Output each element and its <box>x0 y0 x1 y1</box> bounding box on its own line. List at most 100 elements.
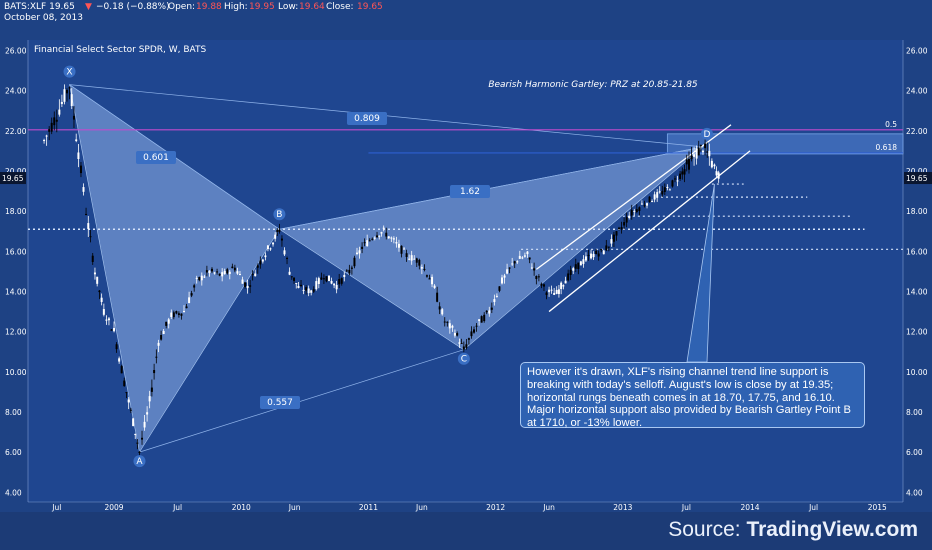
analysis-annotation: However it's drawn, XLF's rising channel… <box>520 362 865 429</box>
candle-body <box>387 236 390 239</box>
candle-body <box>503 275 506 278</box>
point-label-b: B <box>276 210 282 220</box>
candle-body <box>506 269 509 274</box>
candle-body <box>129 409 132 411</box>
candle-body <box>373 237 376 239</box>
candle-body <box>480 316 483 323</box>
candle-body <box>485 310 488 313</box>
x-tick-label: 2010 <box>232 503 251 512</box>
candle-body <box>433 285 436 288</box>
candle-body <box>350 267 353 269</box>
candle-body <box>368 240 371 242</box>
candle-body <box>113 327 116 332</box>
candle-body <box>540 283 543 286</box>
candle-body <box>704 143 707 149</box>
candle-body <box>498 286 501 291</box>
candle-body <box>708 150 711 157</box>
y-tick-right: 12.00 <box>906 328 928 337</box>
candle-body <box>297 285 300 288</box>
candle-body <box>162 330 165 334</box>
candle-body <box>579 261 582 266</box>
y-tick-left: 26.00 <box>5 47 27 56</box>
candle-body <box>380 232 383 234</box>
footer: Source: TradingView.com <box>0 512 932 550</box>
candle-body <box>415 258 418 263</box>
candle-body <box>395 242 398 244</box>
candle-body <box>490 307 493 310</box>
candle-body <box>231 266 234 269</box>
candle-body <box>453 332 456 336</box>
candle-body <box>236 271 239 274</box>
candle-body <box>382 227 385 229</box>
candle-body <box>628 216 631 219</box>
candle-body <box>643 205 646 207</box>
candle-body <box>328 275 331 282</box>
candle-body <box>141 437 144 440</box>
candle-body <box>120 366 123 374</box>
candle-body <box>361 246 364 249</box>
channel-lower-line <box>548 150 751 313</box>
chart-title: Bearish Harmonic Gartley: PRZ at 20.85-2… <box>488 80 698 90</box>
candle-body <box>123 380 126 387</box>
candle-body <box>345 270 348 272</box>
candle-body <box>448 323 451 329</box>
candle-body <box>550 289 553 291</box>
source-credit: Source: TradingView.com <box>668 518 918 542</box>
x-tick-label: 2009 <box>104 503 123 512</box>
candle-body <box>246 285 249 289</box>
candle-body <box>338 278 341 285</box>
candle-body <box>320 277 323 280</box>
candle-body <box>290 276 293 278</box>
candle-body <box>233 267 236 271</box>
candle-body <box>50 122 53 132</box>
candle-body <box>441 309 444 315</box>
point-label-x: X <box>66 68 72 78</box>
x-tick-label: Jul <box>51 503 61 512</box>
candle-body <box>102 309 105 315</box>
candle-body <box>190 293 193 296</box>
candle-body <box>595 250 598 254</box>
candle-body <box>548 289 551 293</box>
candle-body <box>564 280 567 284</box>
ratio-label: 1.62 <box>460 187 480 197</box>
candle-body <box>132 418 135 426</box>
candle-body <box>630 209 633 216</box>
candle-body <box>511 263 514 265</box>
candle-body <box>408 258 411 260</box>
price-chart[interactable]: 26.00 26.00 24.00 24.00 22.00 22.00 20.00 20.00… <box>0 0 932 512</box>
candle-body <box>635 209 638 213</box>
candle-body <box>607 246 610 248</box>
candle-body <box>392 238 395 240</box>
candle-body <box>330 280 333 284</box>
candle-body <box>518 255 521 259</box>
x-tick-label: 2012 <box>486 503 505 512</box>
candle-body <box>385 232 388 237</box>
candle-body <box>143 421 146 428</box>
candle-body <box>567 273 570 281</box>
candle-body <box>183 311 185 313</box>
candle-body <box>110 329 113 331</box>
candle-body <box>390 237 393 239</box>
candle-body <box>286 257 289 259</box>
candle-body <box>653 194 656 200</box>
candle-body <box>701 150 704 153</box>
candle-body <box>420 267 423 269</box>
candle-body <box>508 267 511 269</box>
candle-body <box>93 272 96 275</box>
candle-body <box>418 259 421 266</box>
candle-body <box>428 278 431 280</box>
candle-body <box>288 271 291 275</box>
candle-body <box>685 159 688 165</box>
y-tick-left: 6.00 <box>5 448 22 457</box>
candle-body <box>695 148 698 159</box>
candle-body <box>713 164 716 167</box>
candle-body <box>526 251 529 255</box>
candle-body <box>697 147 700 156</box>
candle-body <box>72 115 75 120</box>
x-tick-label: Jun <box>415 503 428 512</box>
candle-body <box>63 89 66 102</box>
candle-body <box>353 257 356 267</box>
candle-body <box>600 249 603 251</box>
source-prefix: Source: <box>668 518 741 541</box>
